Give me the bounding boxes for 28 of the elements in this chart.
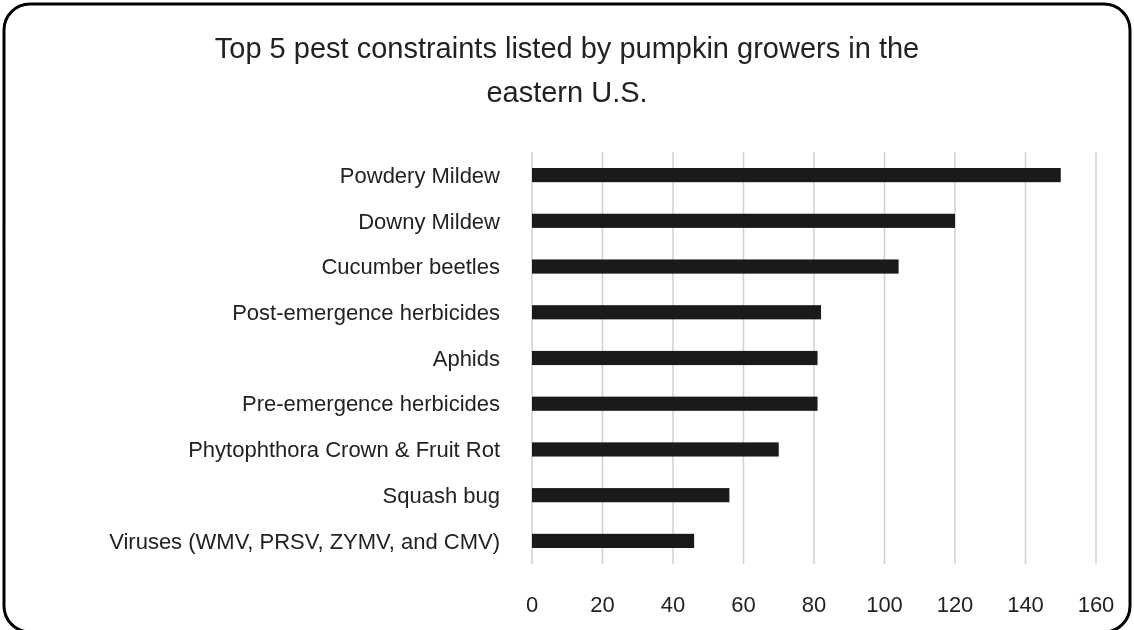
y-tick-label: Aphids bbox=[432, 345, 500, 371]
x-tick-label: 0 bbox=[525, 592, 539, 617]
bar bbox=[532, 168, 1061, 183]
bar bbox=[532, 533, 695, 548]
x-tick-label: 80 bbox=[801, 592, 827, 617]
y-tick-label: Pre-emergence herbicides bbox=[241, 391, 500, 417]
x-tick-label: 40 bbox=[660, 592, 686, 617]
y-tick-label: Powdery Mildew bbox=[339, 162, 501, 188]
y-tick-label: Phytophthora Crown & Fruit Rot bbox=[188, 437, 500, 463]
bar bbox=[532, 259, 899, 274]
x-tick-label: 140 bbox=[1007, 592, 1044, 617]
chart-title: Top 5 pest constraints listed by pumpkin growers in the eastern U.S. bbox=[214, 32, 920, 108]
y-tick-label: Post-emergence herbicides bbox=[232, 299, 500, 325]
y-tick-label: Cucumber beetles bbox=[321, 254, 500, 280]
x-tick-label: 60 bbox=[731, 592, 756, 617]
x-tick-label: 120 bbox=[936, 592, 974, 617]
y-tick-label: Downy Mildew bbox=[358, 208, 501, 234]
bar bbox=[532, 396, 818, 411]
bar bbox=[532, 305, 822, 320]
x-tick-label: 160 bbox=[1077, 592, 1115, 617]
y-tick-label: Squash bug bbox=[382, 482, 500, 508]
bar bbox=[532, 350, 818, 366]
y-tick-label: Viruses (WMV, PRSV, ZYMV, and CMV) bbox=[109, 528, 500, 554]
bar bbox=[532, 488, 730, 503]
x-tick-label: 20 bbox=[590, 592, 615, 617]
bar bbox=[532, 442, 779, 457]
x-tick-label: 100 bbox=[866, 592, 903, 617]
bar bbox=[532, 213, 955, 228]
